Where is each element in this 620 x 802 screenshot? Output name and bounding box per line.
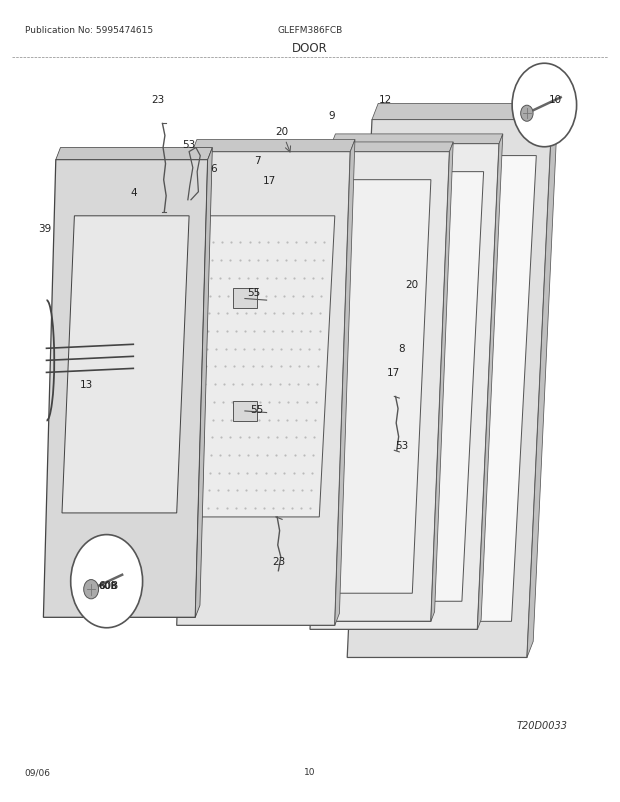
Text: 10: 10 (548, 95, 562, 105)
Text: 53: 53 (395, 440, 409, 450)
Polygon shape (310, 144, 499, 630)
Polygon shape (477, 135, 503, 630)
Polygon shape (294, 180, 431, 593)
Polygon shape (332, 135, 503, 144)
Text: 17: 17 (263, 176, 277, 185)
Text: 55: 55 (250, 404, 264, 414)
Text: 20: 20 (405, 280, 419, 290)
Text: 8: 8 (399, 344, 405, 354)
Polygon shape (372, 104, 558, 120)
Polygon shape (192, 217, 335, 517)
Text: 60B: 60B (98, 581, 118, 590)
Text: 12: 12 (379, 95, 392, 105)
Text: 9: 9 (329, 111, 335, 121)
Polygon shape (332, 172, 484, 602)
Polygon shape (62, 217, 189, 513)
Polygon shape (177, 152, 350, 626)
Circle shape (521, 106, 533, 122)
Text: 10: 10 (304, 768, 316, 776)
Text: 17: 17 (387, 368, 401, 378)
Polygon shape (291, 143, 453, 152)
Text: 23: 23 (272, 557, 286, 566)
Circle shape (512, 64, 577, 148)
Text: 23: 23 (151, 95, 165, 105)
Polygon shape (372, 156, 536, 622)
Text: 13: 13 (80, 380, 94, 390)
Text: Publication No: 5995474615: Publication No: 5995474615 (25, 26, 153, 35)
Polygon shape (273, 152, 450, 622)
Text: GLEFM386FCB: GLEFM386FCB (277, 26, 343, 35)
Text: 39: 39 (38, 224, 51, 233)
FancyBboxPatch shape (232, 289, 257, 309)
Polygon shape (56, 148, 212, 160)
Polygon shape (195, 148, 212, 618)
Polygon shape (347, 120, 552, 658)
Text: 55: 55 (247, 288, 261, 298)
Polygon shape (335, 140, 355, 626)
Polygon shape (192, 140, 355, 152)
Text: 09/06: 09/06 (25, 768, 51, 776)
Text: 4: 4 (130, 188, 136, 197)
Text: eReplacementParts.com: eReplacementParts.com (242, 396, 378, 406)
Text: 7: 7 (254, 156, 260, 165)
Text: 6: 6 (211, 164, 217, 173)
Polygon shape (43, 160, 208, 618)
Circle shape (71, 535, 143, 628)
Text: T20D0033: T20D0033 (517, 720, 568, 730)
Text: 20: 20 (275, 128, 289, 137)
Polygon shape (431, 143, 453, 622)
FancyBboxPatch shape (232, 401, 257, 421)
Text: 60B: 60B (99, 581, 118, 590)
Circle shape (84, 580, 99, 599)
Text: 53: 53 (182, 140, 196, 149)
Polygon shape (527, 104, 558, 658)
Text: DOOR: DOOR (292, 42, 328, 55)
